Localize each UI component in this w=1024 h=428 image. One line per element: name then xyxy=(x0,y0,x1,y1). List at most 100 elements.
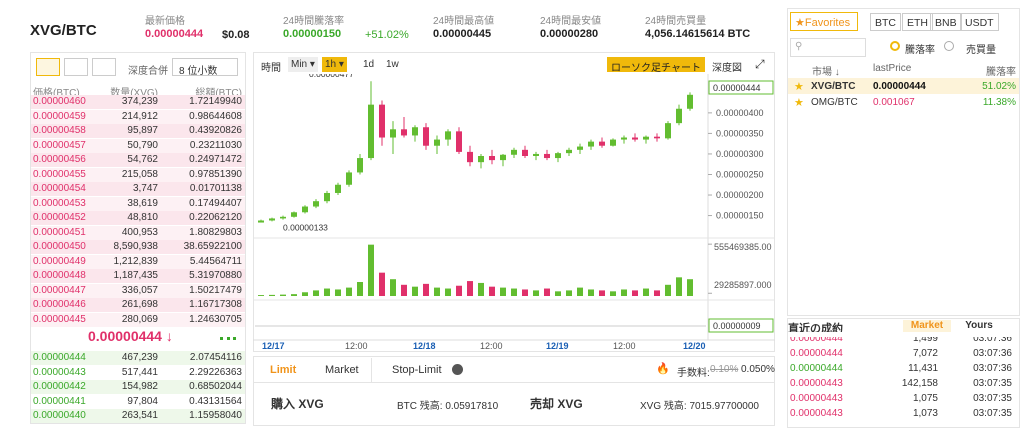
trades-tab[interactable]: Market xyxy=(903,320,951,333)
time-label: 12:00 xyxy=(613,341,636,351)
y-tick-label: 0.00000400 xyxy=(716,108,764,118)
expand-icon[interactable]: ⤢ xyxy=(755,57,765,71)
volume-bar xyxy=(687,279,693,296)
candle-body xyxy=(456,131,462,152)
trade-qty: 1,073 xyxy=(912,408,938,419)
total: 1.80829803 xyxy=(189,226,242,238)
decimals-select[interactable]: 8 位小数 xyxy=(172,58,238,77)
trades-tab[interactable]: Yours xyxy=(965,320,993,331)
total: 0.24971472 xyxy=(189,154,242,165)
candle-body xyxy=(313,201,319,207)
price: 0.00000456 xyxy=(33,154,86,165)
form-tab[interactable]: Stop-Limit xyxy=(392,364,442,376)
volume-bar xyxy=(291,294,297,296)
toolbar-item[interactable]: Min ▾ xyxy=(288,57,318,72)
sort-radio[interactable]: 売買量 xyxy=(945,41,996,56)
search-box[interactable]: ⚲ xyxy=(790,38,866,57)
volume-tick-label: 555469385.00 xyxy=(714,242,772,252)
total: 2.29226363 xyxy=(189,366,242,378)
candle-body xyxy=(324,192,330,202)
candle-body xyxy=(566,149,572,154)
signal-icon xyxy=(220,330,236,340)
sort-radio[interactable]: 騰落率 xyxy=(905,45,935,56)
volume-bar xyxy=(401,284,407,296)
quantity: 400,953 xyxy=(121,226,158,238)
market-tab[interactable]: BNB xyxy=(930,13,962,31)
stat-label: 24時間最安値 xyxy=(540,16,602,27)
stat-extra: +51.02% xyxy=(365,29,409,41)
depth-row xyxy=(31,409,245,423)
y-tick-label: 0.00000350 xyxy=(716,128,764,138)
y-tick-label: 0.00000200 xyxy=(716,190,764,200)
market-change: 11.38% xyxy=(982,97,1016,108)
volume-bar xyxy=(621,289,627,296)
max-label: 0.00000477 xyxy=(309,74,354,79)
candle-body xyxy=(610,139,616,146)
trade-qty: 11,431 xyxy=(908,363,938,374)
volume-bar xyxy=(412,286,418,296)
toolbar-item[interactable]: 1w xyxy=(386,59,399,70)
volume-bar xyxy=(335,289,341,296)
markets-panel xyxy=(787,8,1020,316)
price: 0.00000442 xyxy=(33,381,86,392)
total: 0.23211030 xyxy=(189,139,242,151)
column-header: 価格(BTC) xyxy=(33,88,80,99)
trade-qty: 7,072 xyxy=(912,348,938,359)
fee-label: 手数料: xyxy=(677,368,710,379)
stat-value: 0.00000445 xyxy=(433,28,492,40)
volume-bar xyxy=(302,292,308,296)
total: 0.97851390 xyxy=(189,168,242,180)
trade-qty: 1,075 xyxy=(912,393,938,404)
total: 1.72149940 xyxy=(189,96,242,107)
time-label: 12/19 xyxy=(546,341,569,351)
total: 0.43920826 xyxy=(189,125,242,136)
market-tab[interactable]: ETH xyxy=(902,13,933,31)
time-label: 12/18 xyxy=(413,341,436,351)
volume-bar xyxy=(566,290,572,296)
volume-bar xyxy=(555,291,561,296)
volume-bar xyxy=(368,244,374,296)
column-header: 総額(BTC) xyxy=(195,88,242,99)
quantity: 154,982 xyxy=(121,381,158,392)
market-tab[interactable]: BTC xyxy=(870,13,901,31)
depth-row xyxy=(31,167,245,182)
depth-row xyxy=(31,109,245,124)
view-icon[interactable] xyxy=(36,58,60,76)
fire-icon: 🔥 xyxy=(656,363,670,375)
form-tab[interactable]: Limit xyxy=(270,364,297,376)
candle-body xyxy=(368,104,374,159)
view-icon[interactable] xyxy=(64,58,88,76)
toolbar-item[interactable]: 1d xyxy=(363,59,375,70)
favorites-button[interactable]: ★Favorites xyxy=(790,12,858,31)
candle-button[interactable]: ローソク足チャート xyxy=(607,57,705,74)
price: 0.00000445 xyxy=(33,313,86,325)
form-tab[interactable]: Market xyxy=(313,358,372,382)
candle-body xyxy=(478,156,484,163)
candle-body xyxy=(687,94,693,109)
quantity: 467,239 xyxy=(121,352,158,363)
y-tick-label: 0.00000300 xyxy=(716,149,764,159)
market-tab[interactable]: USDT xyxy=(960,13,999,31)
price: 0.00000457 xyxy=(33,139,86,151)
volume-bar xyxy=(445,288,451,296)
depth-button[interactable]: 深度図 xyxy=(712,63,742,74)
row-highlight xyxy=(788,78,1019,94)
depth-row xyxy=(31,298,245,312)
toolbar-item[interactable]: 1h ▾ xyxy=(322,57,347,72)
price: 0.00000441 xyxy=(33,395,86,407)
market-pair[interactable]: OMG/BTC xyxy=(811,97,858,108)
quantity: 261,698 xyxy=(121,299,158,310)
view-icon[interactable] xyxy=(92,58,116,76)
volume-bar xyxy=(379,272,385,296)
trade-qty: 1,499 xyxy=(912,333,938,344)
candle-body xyxy=(665,123,671,139)
candle-body xyxy=(500,154,506,161)
volume-bar xyxy=(511,288,517,296)
candle-body xyxy=(544,153,550,159)
market-pair[interactable]: XVG/BTC xyxy=(811,81,856,92)
price: 0.00000440 xyxy=(33,410,86,421)
time-label: 12/20 xyxy=(683,341,706,351)
trade-time: 03:07:36 xyxy=(973,333,1012,344)
market-change: 51.02% xyxy=(982,81,1016,92)
depth-row xyxy=(31,211,245,225)
